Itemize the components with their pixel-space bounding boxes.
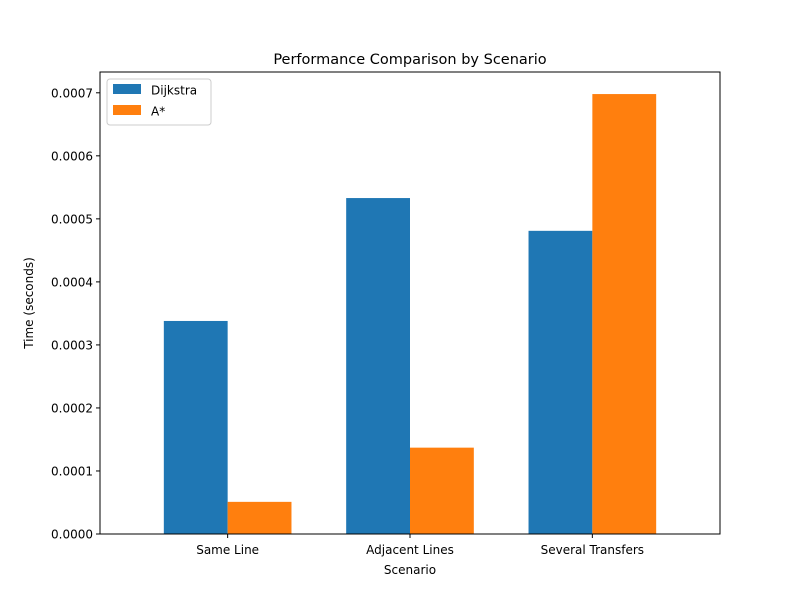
bars-layer — [163, 94, 657, 534]
x-tick-label: Several Transfers — [541, 543, 644, 557]
ticks-layer: Same Line Adjacent Lines Several Transfers… — [51, 86, 644, 557]
y-tick-label: 0.0004 — [51, 275, 93, 289]
y-tick-label: 0.0007 — [51, 86, 93, 100]
legend-label-dijkstra: Dijkstra — [151, 84, 197, 98]
bar-dijkstra-0 — [163, 320, 228, 534]
y-tick-label: 0.0001 — [51, 464, 93, 478]
y-tick-label: 0.0000 — [51, 528, 93, 542]
y-axis-label: Time (seconds) — [22, 257, 36, 350]
chart-title: Performance Comparison by Scenario — [273, 52, 546, 68]
x-tick-label: Adjacent Lines — [366, 543, 454, 557]
x-tick-label: Same Line — [196, 543, 259, 557]
bar-dijkstra-2 — [528, 230, 593, 534]
y-tick-label: 0.0002 — [51, 401, 93, 415]
y-tick-label: 0.0006 — [51, 149, 93, 163]
legend: Dijkstra A* — [106, 78, 212, 126]
y-tick-label: 0.0003 — [51, 338, 93, 352]
legend-swatch-dijkstra — [113, 84, 141, 94]
bar-astar-2 — [592, 94, 657, 534]
bar-dijkstra-1 — [346, 198, 410, 534]
bar-astar-0 — [227, 501, 292, 534]
legend-label-astar: A* — [151, 105, 165, 119]
bar-astar-1 — [410, 447, 474, 534]
legend-swatch-astar — [113, 105, 141, 115]
x-axis-label: Scenario — [384, 563, 436, 577]
plot-frame — [99, 71, 721, 535]
y-tick-label: 0.0005 — [51, 212, 93, 226]
